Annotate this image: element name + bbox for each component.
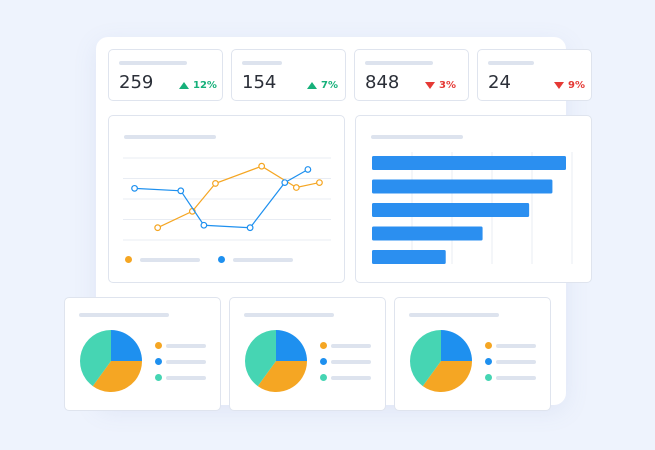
- pie-slice: [422, 361, 472, 392]
- pie-slice: [80, 330, 111, 387]
- stat-card-4[interactable]: 24 9%: [477, 49, 592, 101]
- bar: [372, 203, 530, 217]
- legend-label-placeholder: [331, 376, 371, 380]
- data-point: [212, 180, 219, 187]
- pie-chart-card-1[interactable]: [64, 297, 221, 411]
- stat-change: 7%: [321, 80, 338, 91]
- trend-down-icon: [425, 82, 435, 89]
- pie-chart-card-3[interactable]: [394, 297, 551, 411]
- data-point: [177, 187, 185, 195]
- chart-title-placeholder: [371, 135, 463, 139]
- line-chart: [123, 157, 331, 241]
- stat-value: 848: [365, 72, 400, 93]
- stat-value: 259: [119, 72, 154, 93]
- pie-chart: [245, 330, 307, 392]
- pie-slice: [245, 330, 276, 387]
- legend-dot-blue: [218, 256, 225, 263]
- stat-value: 154: [242, 72, 277, 93]
- legend-label-placeholder: [331, 360, 371, 364]
- stat-title-placeholder: [365, 61, 433, 65]
- data-point: [131, 184, 138, 192]
- stat-change: 3%: [439, 80, 456, 91]
- pie-slice: [92, 361, 142, 392]
- chart-title-placeholder: [244, 313, 334, 317]
- data-point: [292, 184, 300, 191]
- bar: [372, 226, 483, 241]
- legend-label-placeholder: [166, 376, 206, 380]
- bar-chart: [372, 152, 573, 264]
- legend-dot-orange: [155, 342, 162, 349]
- data-point: [246, 224, 254, 232]
- bar: [372, 250, 446, 264]
- legend-label-placeholder: [331, 344, 371, 348]
- bar-chart-card[interactable]: [355, 115, 592, 283]
- chart-title-placeholder: [79, 313, 169, 317]
- pie-slice: [257, 361, 307, 392]
- pie-slice: [441, 330, 472, 361]
- pie-chart: [410, 330, 472, 392]
- data-point: [200, 221, 208, 229]
- legend-label-placeholder: [496, 360, 536, 364]
- stat-card-3[interactable]: 848 3%: [354, 49, 469, 101]
- stat-value: 24: [488, 72, 511, 93]
- pie-slice: [410, 330, 441, 387]
- stat-change: 9%: [568, 80, 585, 91]
- bar: [372, 179, 553, 194]
- stat-card-2[interactable]: 154 7%: [231, 49, 346, 101]
- chart-title-placeholder: [409, 313, 499, 317]
- legend-dot-teal: [320, 374, 327, 381]
- legend-label-placeholder: [140, 258, 200, 262]
- stat-title-placeholder: [119, 61, 187, 65]
- legend-dot-orange: [320, 342, 327, 349]
- legend-label-placeholder: [233, 258, 293, 262]
- stat-title-placeholder: [488, 61, 534, 65]
- pie-slice: [276, 330, 307, 361]
- stat-title-placeholder: [242, 61, 282, 65]
- pie-chart-card-2[interactable]: [229, 297, 386, 411]
- pie-chart: [80, 330, 142, 392]
- stat-card-1[interactable]: 259 12%: [108, 49, 223, 101]
- data-point: [304, 166, 312, 173]
- legend-dot-blue: [320, 358, 327, 365]
- line-chart-card[interactable]: [108, 115, 345, 283]
- legend-label-placeholder: [166, 360, 206, 364]
- data-point: [258, 162, 266, 170]
- legend-label-placeholder: [496, 376, 536, 380]
- trend-down-icon: [554, 82, 564, 89]
- legend-dot-blue: [155, 358, 162, 365]
- chart-title-placeholder: [124, 135, 216, 139]
- legend-dot-teal: [485, 374, 492, 381]
- data-point: [154, 224, 162, 232]
- trend-up-icon: [179, 82, 189, 89]
- pie-slice: [111, 330, 142, 361]
- legend-label-placeholder: [166, 344, 206, 348]
- series-line-2: [134, 168, 309, 229]
- data-point: [281, 179, 289, 186]
- trend-up-icon: [307, 82, 317, 89]
- bar: [372, 156, 566, 170]
- legend-dot-blue: [485, 358, 492, 365]
- legend-dot-orange: [485, 342, 492, 349]
- legend-dot-orange: [125, 256, 132, 263]
- stat-change: 12%: [193, 80, 217, 91]
- legend-dot-teal: [155, 374, 162, 381]
- legend-label-placeholder: [496, 344, 536, 348]
- series-line-1: [157, 165, 320, 229]
- data-point: [316, 179, 323, 186]
